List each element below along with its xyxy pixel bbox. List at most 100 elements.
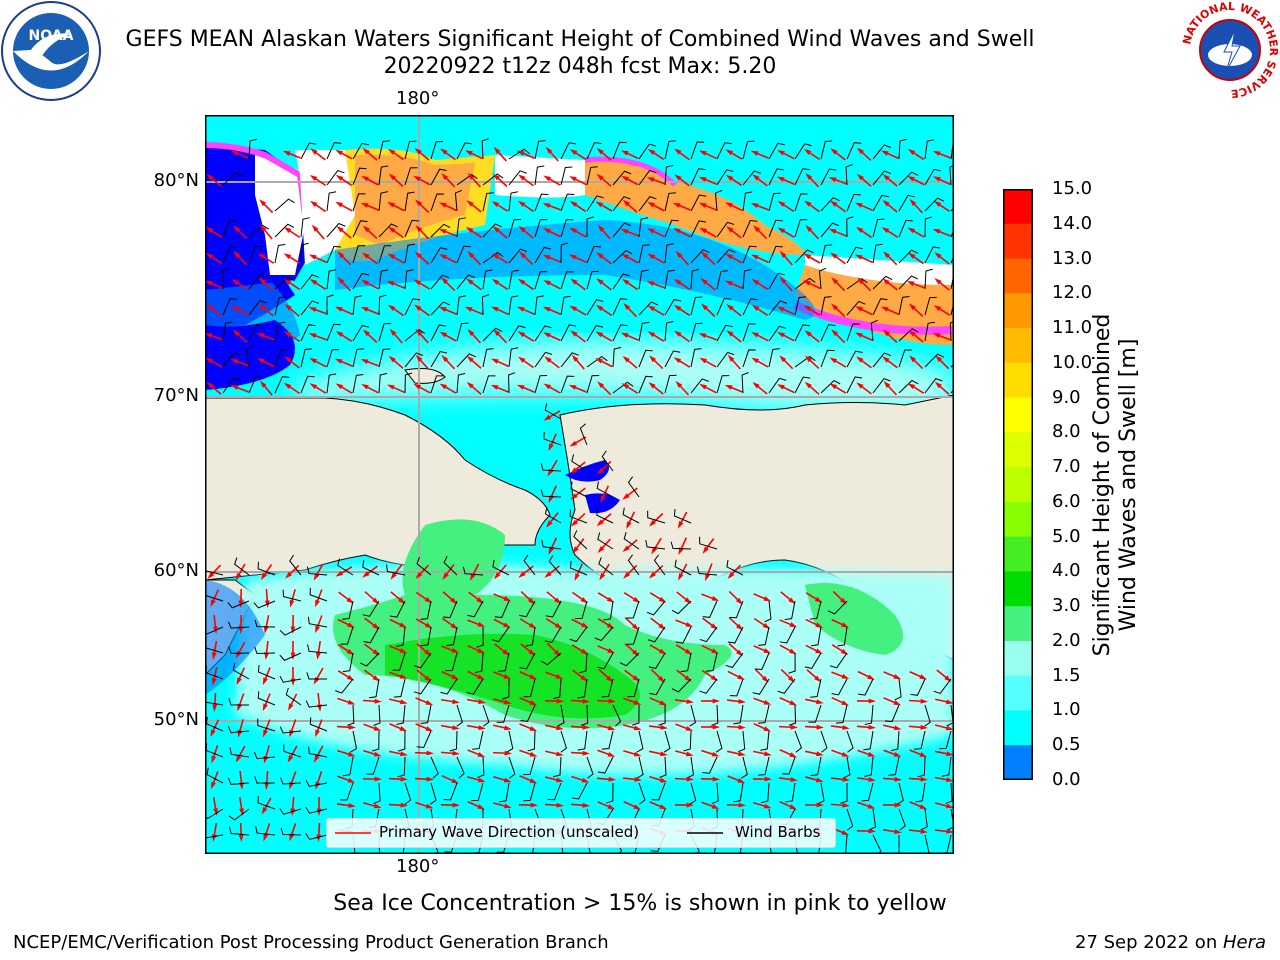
wave-arrow-head — [362, 329, 370, 337]
wind-barb — [898, 249, 919, 264]
wave-arrow-head — [543, 414, 552, 421]
wind-barb — [638, 169, 657, 186]
wind-barb — [352, 220, 368, 238]
colorbar-label-line1: Significant Height of Combined — [1090, 313, 1115, 657]
wind-barb — [872, 144, 892, 160]
wind-barb — [352, 373, 364, 394]
wave-arrow-head — [568, 384, 577, 390]
wind-barb — [924, 268, 933, 290]
wave-arrow-head — [257, 358, 265, 364]
wave-arrow-head — [632, 623, 640, 631]
wave-arrow-head — [705, 573, 710, 582]
wind-barb — [456, 173, 478, 186]
wave-arrow-head — [830, 200, 838, 207]
wind-barb — [898, 219, 913, 238]
wind-barb — [782, 756, 796, 775]
wind-barb — [519, 652, 536, 670]
wave-arrow-head — [230, 359, 239, 364]
wind-barb — [794, 219, 808, 238]
wave-arrow-head — [738, 699, 746, 704]
wave-arrow-head — [675, 250, 683, 258]
wind-barb — [482, 327, 503, 342]
wind-barb — [915, 782, 926, 803]
wave-arrow-head — [399, 699, 408, 705]
wave-arrow-head — [386, 384, 395, 390]
wind-barb — [456, 142, 472, 160]
wave-arrow-head — [868, 777, 876, 782]
wave-arrow-head — [621, 150, 629, 156]
wind-barb — [864, 756, 874, 777]
norton-sound — [585, 493, 620, 514]
wind-barb — [413, 678, 432, 695]
legend-wind-barbs-label: Wind Barbs — [735, 823, 821, 841]
colorbar-tick-label: 2.0 — [1052, 629, 1081, 651]
wind-barb — [467, 600, 484, 618]
wave-arrow-head — [545, 146, 553, 154]
wind-barb — [430, 247, 448, 264]
wave-arrow-head — [724, 280, 733, 286]
wind-barb — [456, 245, 471, 264]
wind-barb — [924, 321, 936, 342]
wind-barb — [482, 348, 494, 368]
wave-arrow-head — [685, 622, 694, 628]
wave-arrow-head — [751, 304, 760, 311]
wave-arrow-head — [750, 150, 759, 156]
wind-barb — [416, 556, 432, 576]
wave-arrow-head — [504, 750, 512, 756]
wave-arrow-head — [621, 278, 630, 285]
wave-arrow-head — [621, 253, 629, 260]
wind-barb — [257, 561, 276, 576]
wind-barb — [758, 704, 770, 724]
wave-arrow-head — [789, 622, 798, 628]
wind-barb — [861, 782, 874, 802]
wind-barb — [307, 616, 328, 628]
wave-arrow-head — [856, 173, 864, 181]
wind-barb — [586, 299, 604, 316]
wave-arrow-head — [816, 699, 824, 705]
wind-barb — [534, 219, 548, 238]
wave-arrow-head — [256, 333, 265, 338]
wind-barb — [420, 704, 432, 725]
wind-barb — [768, 168, 784, 186]
wave-arrow-head — [830, 148, 838, 155]
wave-arrow-head — [763, 700, 772, 705]
wave-arrow-head — [439, 202, 447, 208]
colorbar-tick-label: 5.0 — [1052, 525, 1081, 547]
wind-barb — [632, 704, 640, 726]
wind-barb — [540, 489, 562, 498]
wave-arrow-head — [651, 546, 658, 555]
wind-barb — [575, 600, 588, 620]
wave-arrow-head — [335, 570, 344, 577]
wind-barb — [794, 168, 810, 186]
wave-arrow-head — [779, 250, 787, 258]
wind-barb — [864, 704, 874, 726]
wave-arrow-head — [439, 254, 447, 260]
wind-barb — [837, 626, 848, 647]
wind-barb — [579, 423, 588, 446]
wind-barb — [872, 194, 889, 212]
wave-arrow-head — [490, 384, 499, 390]
wind-barb — [742, 349, 756, 368]
wave-arrow-head — [287, 754, 294, 763]
wind-barb — [456, 295, 467, 316]
wind-barb — [309, 587, 328, 602]
wind-barb — [820, 140, 833, 160]
wind-barb — [222, 321, 233, 342]
wave-arrow-head — [597, 467, 605, 475]
wind-barb — [597, 532, 614, 550]
colorbar-segment — [1003, 675, 1033, 711]
wind-barb — [872, 170, 892, 186]
wave-arrow-head — [347, 699, 356, 705]
wave-arrow-head — [238, 626, 244, 634]
wave-arrow-head — [633, 751, 642, 757]
wave-arrow-head — [595, 358, 603, 364]
wind-barb — [306, 566, 328, 576]
colorbar-tick-label: 3.0 — [1052, 595, 1081, 617]
wave-arrow-head — [894, 776, 902, 782]
wave-arrow-head — [346, 648, 355, 655]
wind-barb — [664, 374, 677, 394]
wind-barb — [352, 167, 367, 186]
wave-arrow-head — [751, 279, 760, 286]
wind-barb — [337, 558, 354, 576]
lon-label-top: 180° — [396, 88, 440, 109]
